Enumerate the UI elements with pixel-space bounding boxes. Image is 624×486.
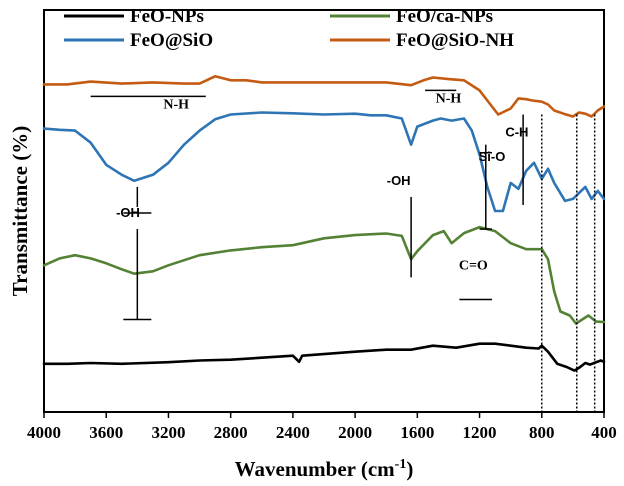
annotation-label: C-H bbox=[505, 125, 528, 140]
legend-label-1: FeO-NPs bbox=[130, 6, 204, 27]
series-line-3 bbox=[42, 111, 606, 213]
x-tick-label: 1200 bbox=[463, 423, 497, 442]
y-axis-title: Transmittance (%) bbox=[8, 126, 32, 297]
x-title-main: Wavenumber (cm bbox=[235, 457, 396, 481]
legend-label-3: FeO@SiO bbox=[130, 30, 213, 51]
x-axis-title: Wavenumber (cm-1) bbox=[235, 457, 414, 481]
x-title-end: ) bbox=[406, 457, 413, 481]
series-layer bbox=[42, 75, 606, 372]
annotation-label: -OH bbox=[387, 173, 411, 188]
series-line-2 bbox=[42, 225, 606, 325]
x-tick-label: 2400 bbox=[276, 423, 310, 442]
x-tick-label: 2000 bbox=[338, 423, 372, 442]
reference-lines bbox=[541, 114, 596, 412]
x-tick-label: 2800 bbox=[214, 423, 248, 442]
x-tick-label: 400 bbox=[591, 423, 617, 442]
legend-label-2: FeO/ca-NPs bbox=[396, 6, 493, 27]
annotation-label: N-H bbox=[436, 91, 462, 106]
annotation-label: N-H bbox=[163, 97, 189, 112]
x-title-sup: -1 bbox=[395, 457, 407, 472]
annotation-label: Si-O bbox=[479, 149, 506, 164]
x-tick-label: 4000 bbox=[27, 423, 61, 442]
plot-frame bbox=[43, 9, 605, 413]
legend-label-4: FeO@SiO-NH bbox=[396, 30, 514, 51]
x-tick-label: 3200 bbox=[151, 423, 185, 442]
annotation-label: C=O bbox=[459, 258, 488, 273]
series-line-1 bbox=[42, 342, 606, 372]
x-tick-label: 800 bbox=[529, 423, 555, 442]
legend: FeO-NPs FeO/ca-NPs FeO@SiO FeO@SiO-NH bbox=[64, 6, 514, 51]
x-tick-label: 3600 bbox=[89, 423, 123, 442]
x-tick-label: 1600 bbox=[400, 423, 434, 442]
x-axis: 4000 3600 3200 2800 2400 2000 1600 1200 800 400 bbox=[27, 412, 617, 442]
series-line-4 bbox=[42, 75, 606, 118]
